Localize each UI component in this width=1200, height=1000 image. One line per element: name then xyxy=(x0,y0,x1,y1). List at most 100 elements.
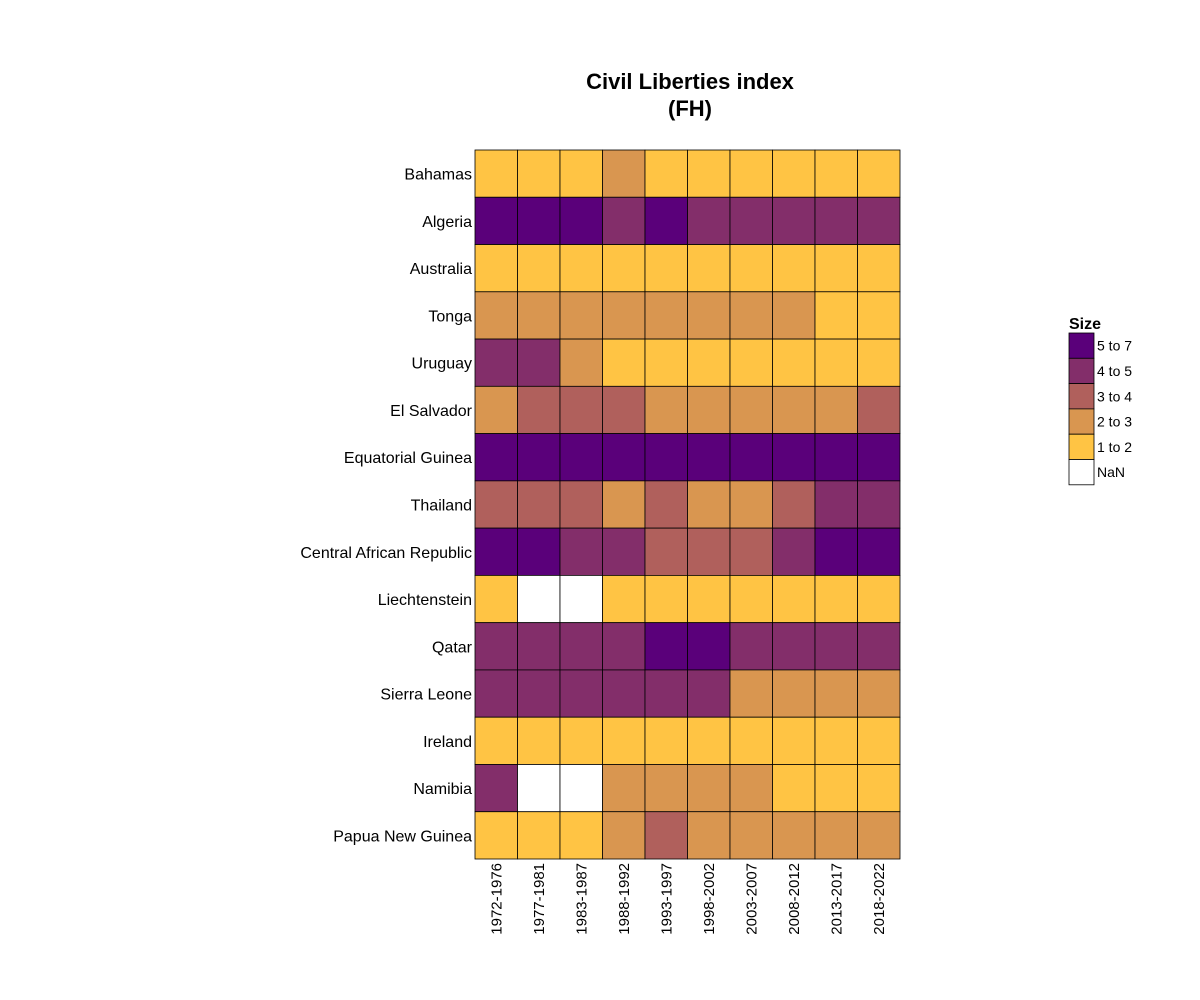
heatmap-cell xyxy=(474,669,518,718)
heatmap-cell xyxy=(687,575,731,624)
heatmap-cell xyxy=(602,244,646,293)
heatmap-cell xyxy=(517,811,561,860)
heatmap-cell xyxy=(772,622,816,671)
heatmap-cell xyxy=(814,385,858,435)
heatmap-cell xyxy=(602,811,646,860)
heatmap-cell xyxy=(644,764,688,813)
heatmap-cell xyxy=(517,338,561,387)
legend-swatch xyxy=(1068,459,1095,486)
heatmap-cell xyxy=(814,291,858,340)
heatmap-cell xyxy=(729,527,773,576)
heatmap-cell xyxy=(644,669,688,718)
heatmap-cell xyxy=(687,338,731,387)
heatmap-cell xyxy=(644,480,688,529)
heatmap-cell xyxy=(517,291,561,340)
heatmap-cell xyxy=(517,196,561,245)
row-label: Central African Republic xyxy=(300,545,472,562)
row-labels: Bahamas Algeria Australia Tonga Uruguay El Sa… xyxy=(300,167,472,846)
row-label: Namibia xyxy=(413,781,472,798)
row-label: Australia xyxy=(410,261,472,278)
legend-swatch xyxy=(1068,332,1095,359)
heatmap-cell xyxy=(857,716,901,765)
heatmap-cell xyxy=(602,622,646,671)
heatmap-cell xyxy=(729,385,773,435)
heatmap-cell xyxy=(517,575,561,624)
heatmap-cell xyxy=(772,811,816,860)
heatmap-cell xyxy=(644,149,688,198)
heatmap-cell xyxy=(474,149,518,198)
heatmap-cell xyxy=(687,196,731,245)
heatmap-cell xyxy=(602,527,646,576)
heatmap-cell xyxy=(729,196,773,245)
heatmap-cell xyxy=(602,480,646,529)
heatmap-cell xyxy=(517,764,561,813)
heatmap-cell xyxy=(814,575,858,624)
heatmap-cell xyxy=(814,196,858,245)
column-label: 1983-1987 xyxy=(573,863,590,935)
heatmap-cell xyxy=(602,433,646,482)
heatmap-cell xyxy=(559,338,603,387)
heatmap-cell xyxy=(687,716,731,765)
heatmap-cell xyxy=(729,716,773,765)
row-label: Thailand xyxy=(411,498,472,515)
heatmap-cell xyxy=(474,385,518,435)
heatmap-cell xyxy=(772,244,816,293)
column-label: 2003-2007 xyxy=(743,863,760,935)
legend-label: 5 to 7 xyxy=(1097,338,1132,354)
heatmap-cell xyxy=(687,527,731,576)
heatmap-cell xyxy=(814,244,858,293)
heatmap-cell xyxy=(729,244,773,293)
heatmap-cell xyxy=(602,149,646,198)
row-label: Uruguay xyxy=(412,356,472,373)
heatmap-cell xyxy=(687,622,731,671)
legend-title: Size xyxy=(1069,316,1101,333)
heatmap-cell xyxy=(474,527,518,576)
heatmap-cell xyxy=(729,575,773,624)
column-label: 1988-1992 xyxy=(616,863,633,935)
heatmap-cell xyxy=(814,527,858,576)
heatmap-cell xyxy=(729,149,773,198)
heatmap-cell xyxy=(772,196,816,245)
column-labels: 1972-1976 1977-1981 1983-1987 1988-1992 1993… xyxy=(488,863,888,935)
heatmap-cell xyxy=(559,716,603,765)
heatmap-cell xyxy=(857,338,901,387)
column-label: 2013-2017 xyxy=(828,863,845,935)
heatmap-cell xyxy=(644,527,688,576)
legend-label: 4 to 5 xyxy=(1097,363,1132,379)
heatmap-cell xyxy=(474,716,518,765)
heatmap-cell xyxy=(474,622,518,671)
heatmap-cell xyxy=(644,433,688,482)
heatmap-cell xyxy=(517,244,561,293)
legend-label: 2 to 3 xyxy=(1097,414,1132,430)
heatmap-cell xyxy=(602,716,646,765)
heatmap-cell xyxy=(602,385,646,435)
heatmap-cell xyxy=(857,433,901,482)
column-label: 2008-2012 xyxy=(786,863,803,935)
heatmap-cell xyxy=(474,480,518,529)
heatmap-cell xyxy=(857,196,901,245)
heatmap-cell xyxy=(857,480,901,529)
heatmap-cells xyxy=(474,149,901,860)
heatmap-cell xyxy=(517,480,561,529)
legend-swatch xyxy=(1068,433,1095,460)
heatmap-cell xyxy=(559,433,603,482)
heatmap-cell xyxy=(729,622,773,671)
heatmap-cell xyxy=(772,575,816,624)
row-label: El Salvador xyxy=(390,403,472,420)
heatmap-cell xyxy=(517,433,561,482)
heatmap-cell xyxy=(474,338,518,387)
heatmap-cell xyxy=(474,575,518,624)
heatmap-cell xyxy=(687,433,731,482)
heatmap-cell xyxy=(857,764,901,813)
column-label: 2018-2022 xyxy=(871,863,888,935)
heatmap-cell xyxy=(602,669,646,718)
heatmap-cell xyxy=(687,149,731,198)
heatmap-cell xyxy=(559,527,603,576)
heatmap-cell xyxy=(517,385,561,435)
heatmap-cell xyxy=(772,764,816,813)
chart-title-line-1: Civil Liberties index xyxy=(586,69,795,94)
column-label: 1993-1997 xyxy=(658,863,675,935)
heatmap-cell xyxy=(857,149,901,198)
heatmap-cell xyxy=(474,433,518,482)
heatmap-cell xyxy=(814,669,858,718)
